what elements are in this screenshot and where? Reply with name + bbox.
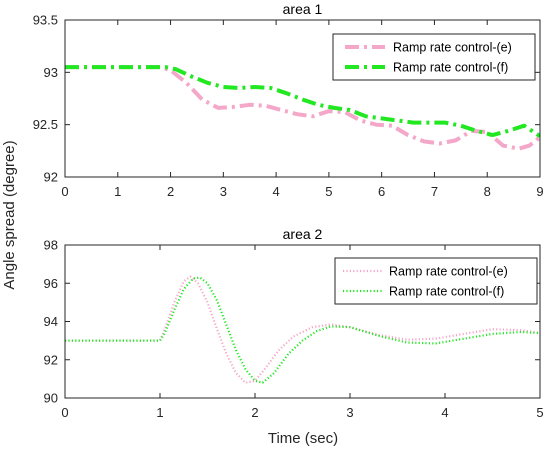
- legend: Ramp rate control-(e) Ramp rate control-(…: [334, 257, 538, 305]
- legend-box: [334, 257, 538, 305]
- series-line-1: [65, 275, 540, 384]
- x-tick-label: 1: [114, 184, 121, 199]
- legend-label-1: Ramp rate control-(e): [393, 41, 512, 55]
- y-tick-label: 90: [44, 391, 58, 406]
- y-tick-label: 96: [44, 276, 58, 291]
- x-tick-label: 4: [441, 405, 448, 420]
- series-line-2: [65, 65, 540, 138]
- x-axis-label: Time (sec): [268, 430, 338, 447]
- legend-box: [332, 33, 536, 81]
- x-tick-label: 2: [167, 184, 174, 199]
- legend-label-1: Ramp rate control-(e): [389, 265, 508, 279]
- x-tick-label: 8: [484, 184, 491, 199]
- legend-label-2: Ramp rate control-(f): [389, 285, 504, 299]
- y-tick-label: 98: [44, 238, 58, 253]
- panels: area 1 0 1 2 3 4 5 6 7 8 9 92 92.5 93 93.5 Ramp rate co…: [33, 1, 544, 420]
- axes-frame: [64, 19, 541, 178]
- legend: Ramp rate control-(e) Ramp rate control-(…: [332, 33, 536, 81]
- x-tick-label: 3: [220, 184, 227, 199]
- y-axis-label: Angle spread (degree): [1, 140, 18, 289]
- legend-label-2: Ramp rate control-(f): [393, 61, 508, 75]
- chart-title: area 2: [283, 226, 323, 242]
- x-tick-label: 7: [431, 184, 438, 199]
- x-tick-label: 5: [536, 405, 543, 420]
- x-tick-label: 5: [325, 184, 332, 199]
- y-tick-label: 94: [44, 314, 58, 329]
- chart-title: area 1: [283, 1, 323, 17]
- series-group: [65, 65, 540, 151]
- x-tick-label: 9: [536, 184, 543, 199]
- x-tick-label: 6: [378, 184, 385, 199]
- chart-panel-2: area 2 0 1 2 3 4 5 90 92 94 96 98 Ramp rate control-…: [44, 226, 544, 420]
- chart-panel-1: area 1 0 1 2 3 4 5 6 7 8 9 92 92.5 93 93.5 Ramp rate co…: [33, 1, 544, 199]
- x-tick-label: 0: [61, 405, 68, 420]
- series-group: [65, 275, 540, 384]
- y-tick-label: 92: [44, 352, 58, 367]
- y-tick-label: 92: [44, 170, 58, 185]
- y-tick-label: 93: [44, 65, 58, 80]
- x-tick-label: 3: [346, 405, 353, 420]
- x-tick-label: 1: [156, 405, 163, 420]
- x-tick-label: 2: [251, 405, 258, 420]
- x-tick-label: 0: [61, 184, 68, 199]
- series-line-2: [65, 276, 540, 384]
- y-tick-label: 92.5: [33, 117, 58, 132]
- y-tick-label: 93.5: [33, 13, 58, 28]
- x-tick-label: 4: [272, 184, 279, 199]
